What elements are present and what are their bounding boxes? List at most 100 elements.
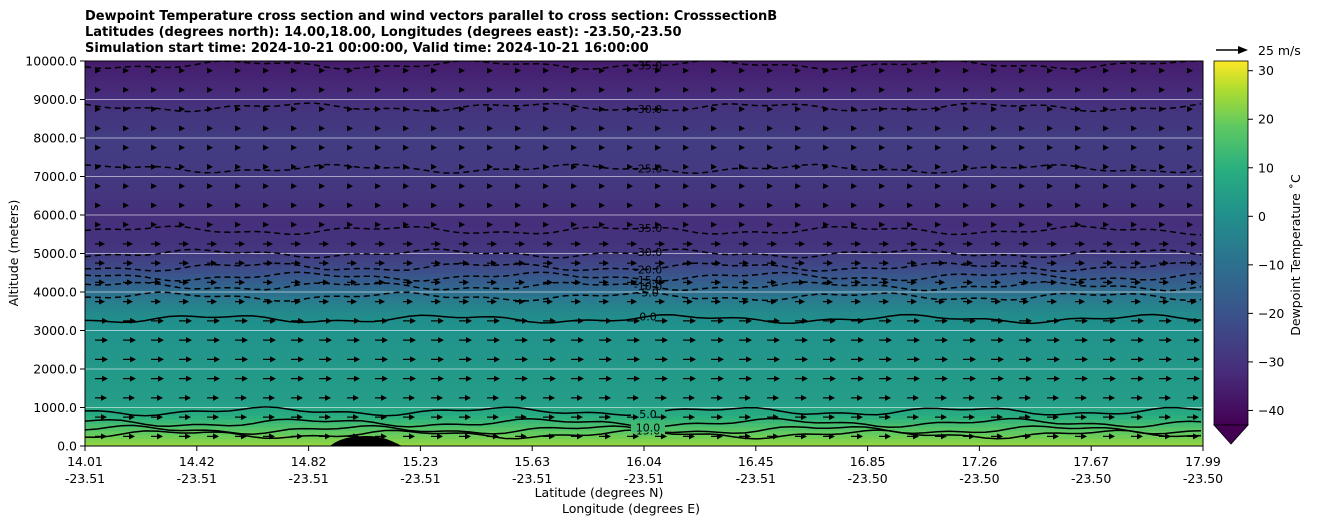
wind-vector-head — [263, 86, 269, 93]
wind-vector-head — [659, 260, 665, 267]
wind-vector-head — [354, 375, 360, 382]
x-tick-label-longitude: -23.51 — [288, 471, 328, 486]
contour-line — [85, 291, 1202, 302]
field-band — [85, 207, 1203, 212]
field-band — [85, 326, 1203, 332]
wind-vector-head — [655, 202, 661, 209]
wind-vector-head — [263, 163, 269, 170]
x-tick-label-latitude: 17.99 — [1185, 454, 1221, 469]
wind-vector-head — [269, 433, 275, 440]
field-band — [85, 334, 1203, 339]
wind-vector-head — [319, 125, 325, 132]
wind-vector-head — [605, 414, 611, 421]
wind-vector-head — [547, 240, 553, 247]
field-band — [85, 245, 1203, 251]
wind-vector-head — [515, 125, 521, 132]
wind-vector-head — [1194, 317, 1200, 324]
wind-vector-head — [95, 86, 101, 93]
wind-vector-head — [1075, 202, 1081, 209]
wind-vector-head — [263, 221, 269, 228]
wind-vector-head — [1079, 298, 1085, 305]
field-band — [85, 211, 1203, 216]
wind-vector-head — [1019, 106, 1025, 113]
wind-vector-head — [913, 394, 919, 401]
wind-vector-head — [715, 260, 721, 267]
field-band — [85, 380, 1203, 385]
wind-vector-head — [907, 183, 913, 190]
wind-vector-head — [519, 279, 525, 286]
wind-vector-head — [717, 394, 723, 401]
wind-vector-head — [578, 356, 584, 363]
wind-vector-head — [1082, 375, 1088, 382]
y-tick-label: 1000.0 — [33, 400, 77, 415]
wind-vector-head — [487, 125, 493, 132]
wind-vector-head — [1131, 86, 1137, 93]
wind-vector-head — [494, 356, 500, 363]
wind-vector-head — [655, 86, 661, 93]
wind-vector-head — [102, 337, 108, 344]
wind-vector-head — [95, 106, 101, 113]
wind-vector-head — [459, 202, 465, 209]
wind-vector-head — [855, 240, 861, 247]
wind-vector-head — [851, 106, 857, 113]
wind-vector-head — [186, 337, 192, 344]
wind-vector-head — [129, 394, 135, 401]
wind-vector-head — [857, 433, 863, 440]
wind-vector-head — [599, 106, 605, 113]
wind-vector-head — [857, 394, 863, 401]
contour-line — [85, 280, 1202, 292]
wind-vector-head — [885, 433, 891, 440]
wind-vector-head — [1054, 337, 1060, 344]
field-band — [85, 95, 1203, 101]
wind-vector-head — [242, 375, 248, 382]
wind-vector-head — [830, 317, 836, 324]
colorbar-label: Dewpoint Temperature ˚C — [1288, 174, 1303, 336]
wind-vector-head — [885, 394, 891, 401]
wind-vector-head — [1138, 337, 1144, 344]
field-band — [85, 68, 1203, 74]
wind-vector-head — [1110, 375, 1116, 382]
wind-vector-head — [381, 433, 387, 440]
wind-vector-head — [207, 125, 213, 132]
wind-vector-head — [375, 67, 381, 74]
wind-vector-head — [773, 433, 779, 440]
field-band — [85, 419, 1203, 424]
wind-vector-head — [267, 279, 273, 286]
wind-vector-head — [319, 202, 325, 209]
wind-vector-head — [942, 375, 948, 382]
wind-vector-head — [795, 183, 801, 190]
wind-vector-head — [627, 125, 633, 132]
wind-vector-head — [1051, 279, 1057, 286]
wind-vector-head — [515, 183, 521, 190]
y-tick-label: 0.0 — [57, 439, 77, 454]
colorbar-extend-triangle — [1213, 424, 1249, 445]
wind-vector-head — [970, 337, 976, 344]
wind-vector-head — [997, 433, 1003, 440]
wind-vector-head — [239, 260, 245, 267]
wind-vector-head — [127, 279, 133, 286]
wind-vector-head — [1166, 375, 1172, 382]
wind-vector-head — [214, 337, 220, 344]
wind-vector-head — [1075, 144, 1081, 151]
wind-vector-head — [1135, 240, 1141, 247]
wind-vector-head — [606, 375, 612, 382]
wind-vector-head — [130, 356, 136, 363]
wind-vector-head — [717, 414, 723, 421]
wind-vector-head — [123, 202, 129, 209]
field-band — [85, 361, 1203, 366]
wind-vector-head — [127, 260, 133, 267]
wind-vector-head — [662, 337, 668, 344]
wind-vector-head — [298, 337, 304, 344]
wind-vector-head — [662, 317, 668, 324]
wind-vector-head — [487, 221, 493, 228]
wind-vector-head — [410, 375, 416, 382]
wind-vector-head — [99, 240, 105, 247]
wind-vector-head — [1047, 125, 1053, 132]
wind-vector-head — [827, 240, 833, 247]
field-band — [85, 261, 1203, 266]
wind-vector-head — [319, 86, 325, 93]
wind-vector-head — [543, 125, 549, 132]
wind-vector-head — [323, 279, 329, 286]
wind-vector-head — [185, 414, 191, 421]
wind-vector-head — [655, 125, 661, 132]
